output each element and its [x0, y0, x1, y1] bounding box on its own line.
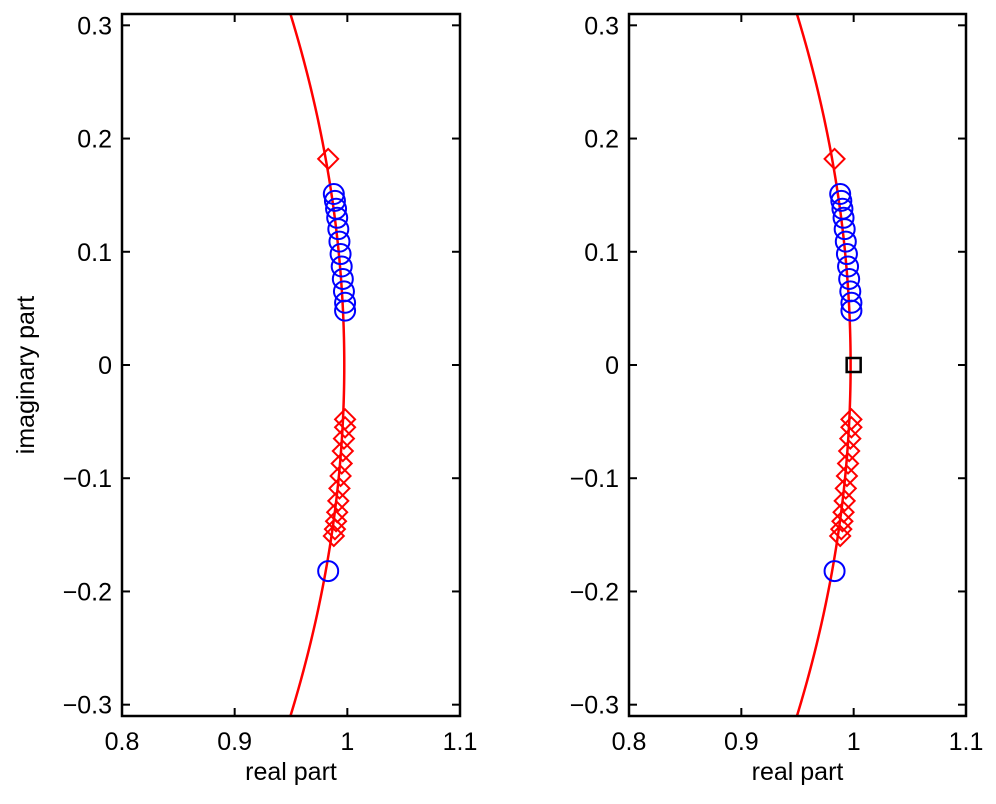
diamond-marker [325, 500, 349, 524]
square-marker [845, 356, 862, 374]
circle-marker [334, 299, 357, 322]
y-tick-label: 0.2 [584, 126, 619, 154]
circle-marker [835, 243, 858, 266]
circle-marker [327, 218, 350, 241]
axes-box [120, 12, 462, 718]
series-line-curve [289, 14, 346, 716]
diamond-marker [332, 427, 356, 451]
x-tick-label: 1.1 [949, 728, 984, 756]
plot-area [795, 14, 863, 716]
y-axis-label: imaginary part [12, 296, 40, 454]
y-tick-label: −0.2 [570, 578, 619, 606]
circle-marker [829, 183, 852, 206]
x-tick-label: 0.8 [612, 728, 647, 756]
diamond-marker [836, 452, 860, 475]
y-tick-label: −0.3 [63, 692, 112, 720]
x-tick-label: 0.9 [217, 728, 252, 756]
x-tick-label: 0.8 [105, 728, 140, 756]
circle-marker [330, 255, 353, 278]
series-line-curve [795, 14, 852, 716]
diamond-marker [328, 477, 351, 500]
circle-marker [830, 189, 853, 212]
circle-marker [317, 560, 340, 583]
circle-marker [832, 206, 855, 229]
circle-marker [833, 218, 856, 241]
y-tick-label: 0 [605, 352, 619, 380]
y-tick-label: 0.2 [77, 126, 112, 154]
circle-marker [334, 291, 357, 314]
x-axis-label: real part [752, 758, 844, 786]
diamond-marker [316, 147, 340, 171]
x-tick-label: 1 [340, 728, 354, 756]
y-tick-label: 0.1 [77, 239, 112, 267]
plot-area [289, 14, 357, 716]
circle-marker [326, 206, 349, 229]
circle-marker [322, 183, 345, 206]
circle-marker [834, 230, 857, 253]
circle-marker [329, 243, 352, 266]
y-tick-label: −0.2 [63, 578, 112, 606]
circle-marker [328, 230, 351, 253]
x-tick-label: 0.9 [724, 728, 759, 756]
y-tick-label: −0.1 [63, 465, 112, 493]
circle-marker [838, 267, 861, 290]
diamond-marker [330, 452, 354, 475]
diamond-marker [333, 407, 357, 431]
y-tick-label: 0.3 [584, 12, 619, 40]
right-plot-panel: 0.8 0.9 1 1.1 −0.3 −0.2 −0.1 0 0.1 0.2 0.3 real par… [570, 12, 984, 786]
x-axis-label: real part [245, 758, 337, 786]
diamond-marker [840, 407, 863, 431]
diamond-marker [326, 489, 350, 513]
diamond-marker [837, 439, 861, 463]
diamond-marker [331, 439, 355, 463]
diamond-marker [835, 464, 859, 488]
circle-marker [840, 291, 863, 314]
y-tick-label: 0 [98, 352, 112, 380]
x-tick-label: 1.1 [443, 728, 478, 756]
circle-marker [840, 299, 863, 322]
diamond-marker [833, 489, 857, 513]
circle-marker [823, 560, 846, 583]
y-tick-label: 0.1 [584, 239, 619, 267]
circle-marker [837, 255, 860, 278]
y-tick-label: 0.3 [77, 12, 112, 40]
circle-marker [331, 267, 354, 290]
diamond-marker [832, 500, 855, 524]
diamond-marker [834, 477, 858, 500]
axes-box [627, 12, 968, 718]
x-tick-label: 1 [847, 728, 861, 756]
y-tick-label: −0.1 [570, 465, 619, 493]
circle-marker [323, 189, 346, 212]
diamond-marker [823, 147, 846, 171]
left-plot-panel: 0.8 0.9 1 1.1 −0.3 −0.2 −0.1 0 0.1 0.2 0.3 real par… [12, 12, 477, 786]
diamond-marker [838, 427, 862, 451]
y-tick-label: −0.3 [570, 692, 619, 720]
diamond-marker [329, 464, 352, 488]
